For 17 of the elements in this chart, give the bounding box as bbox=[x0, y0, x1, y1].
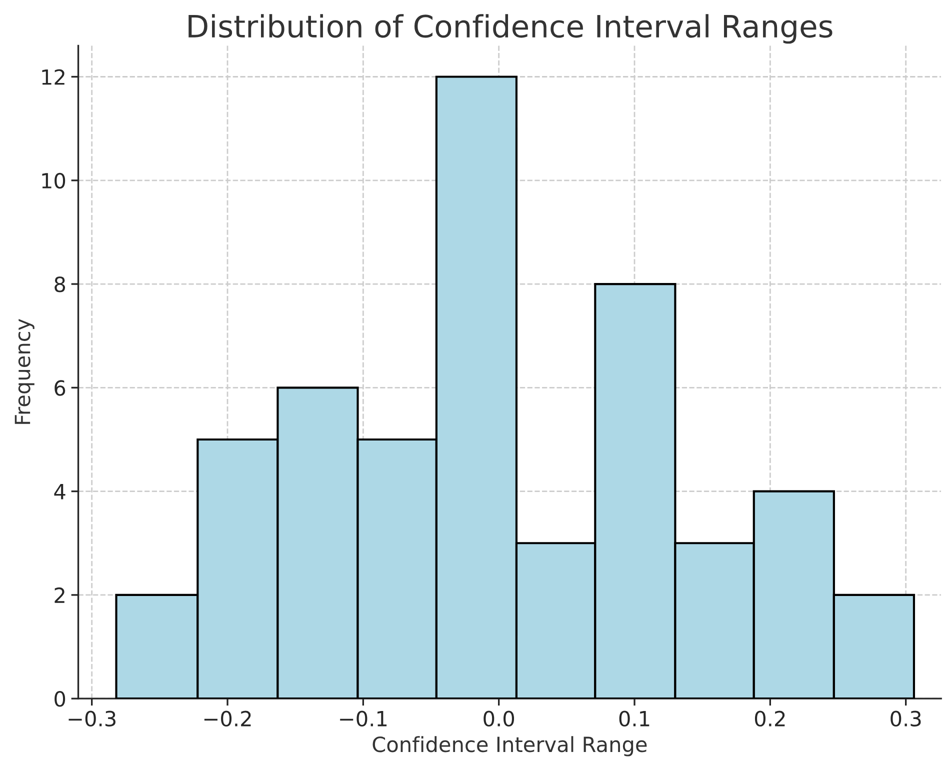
y-tick-label: 0 bbox=[54, 691, 66, 707]
x-tick-label: 0.0 bbox=[484, 710, 514, 727]
x-axis-title: Confidence Interval Range bbox=[372, 736, 647, 756]
chart-title: Distribution of Confidence Interval Ranges bbox=[188, 14, 832, 44]
y-tick-label: 10 bbox=[42, 172, 66, 189]
x-tick-label: 0.2 bbox=[754, 710, 785, 727]
y-tick-label: 12 bbox=[42, 69, 64, 85]
x-tick-label: −0.1 bbox=[340, 710, 387, 727]
x-tick-label: 0.3 bbox=[890, 710, 921, 727]
y-tick-label: 2 bbox=[54, 587, 64, 603]
x-tick-label: −0.2 bbox=[204, 710, 251, 727]
x-tick-label: 0.1 bbox=[619, 710, 650, 727]
y-tick-label: 6 bbox=[54, 380, 66, 396]
y-tick-label: 4 bbox=[54, 484, 66, 500]
x-tick-label: −0.3 bbox=[68, 710, 116, 727]
y-tick-label: 8 bbox=[54, 276, 66, 292]
y-axis-title: Frequency bbox=[14, 318, 34, 424]
